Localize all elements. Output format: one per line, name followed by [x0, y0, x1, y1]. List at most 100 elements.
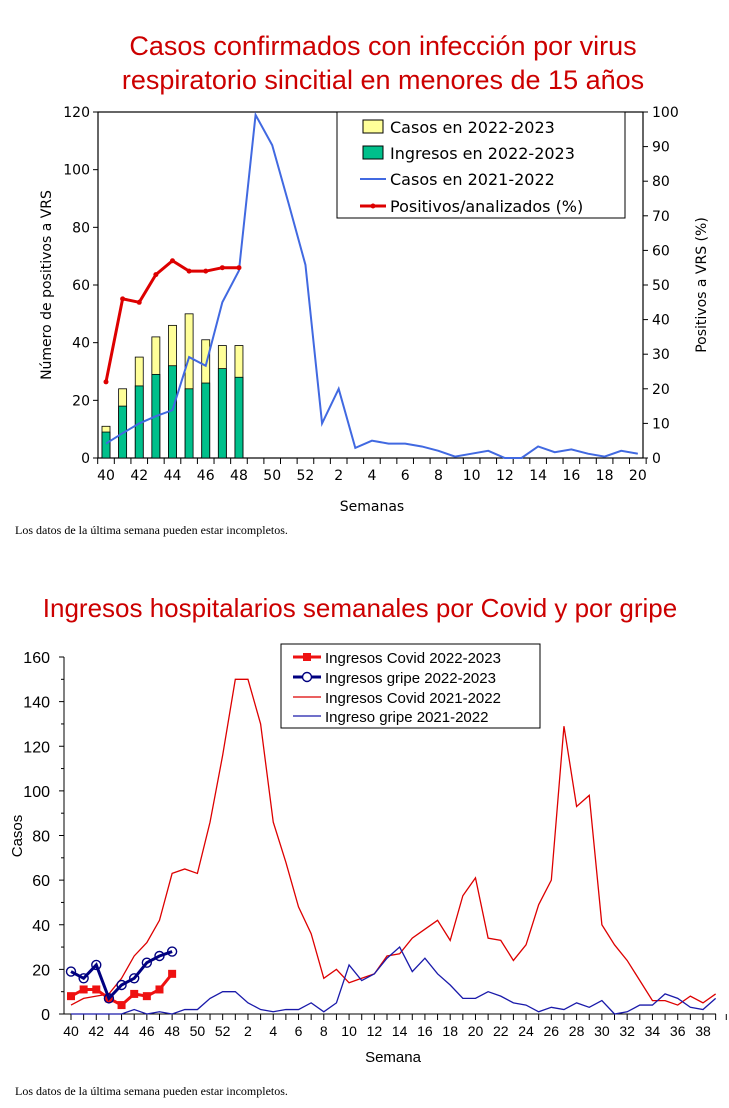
marker-circle	[65, 966, 77, 977]
x-tick-label: 18	[596, 468, 614, 484]
chart2-ylabel: Casos	[9, 815, 26, 858]
chart1: 0 20 40 60 80 100 120 0 10 20 30 40 50 60 70 80 90 100 40 4…	[63, 105, 678, 484]
y-tick-label: 80	[72, 220, 90, 236]
y-tick-label: 0	[81, 451, 90, 467]
x-tick-label: 24	[518, 1023, 534, 1039]
legend-label: Ingresos en 2022-2023	[390, 144, 575, 163]
legend-swatch	[362, 145, 384, 160]
x-tick-label: 18	[442, 1023, 458, 1039]
legend: Casos en 2022-2023 Ingresos en 2022-2023 C…	[336, 111, 626, 219]
marker-square	[67, 992, 75, 1001]
marker-positivos-analizados	[219, 265, 225, 271]
y2-tick-label: 80	[652, 174, 670, 190]
x-tick-label: 12	[367, 1023, 383, 1039]
legend-label: Ingresos gripe 2022-2023	[325, 670, 496, 687]
marker-circle	[141, 957, 153, 968]
marker-positivos-analizados	[136, 299, 142, 305]
y-tick-label: 40	[32, 918, 50, 935]
x-tick-label: 6	[295, 1023, 303, 1039]
legend-label: Ingreso gripe 2021-2022	[325, 709, 488, 726]
legend-label: Ingresos Covid 2022-2023	[325, 650, 501, 667]
y2-tick-label: 60	[652, 243, 670, 259]
y-tick-label: 140	[23, 695, 50, 712]
y-tick-label: 120	[23, 739, 50, 756]
x-tick-label: 50	[190, 1023, 206, 1039]
legend-label: Ingresos Covid 2021-2022	[325, 690, 501, 707]
bar-ingresos-2022-2023	[101, 431, 111, 459]
x-tick-label: 10	[341, 1023, 357, 1039]
y2-tick-label: 30	[652, 347, 670, 363]
x-tick-label: 4	[269, 1023, 277, 1039]
y-tick-label: 80	[32, 829, 50, 846]
x-tick-label: 12	[496, 468, 514, 484]
y-tick-label: 20	[72, 393, 90, 409]
legend: Ingresos Covid 2022-2023 Ingresos gripe 2…	[280, 643, 541, 729]
chart2-title: Ingresos hospitalarios semanales por Cov…	[43, 593, 677, 623]
legend-label: Casos en 2022-2023	[390, 118, 555, 137]
chart1-note: Los datos de la última semana pueden est…	[15, 523, 288, 537]
marker-positivos-analizados	[103, 379, 109, 385]
chart1-xlabel: Semanas	[340, 499, 404, 515]
marker-circle	[103, 993, 115, 1004]
bar-ingresos-2022-2023	[217, 368, 227, 459]
x-tick-label: 2	[334, 468, 343, 484]
marker-circle	[128, 973, 140, 984]
chart1-ylabel: Número de positivos a VRS	[39, 190, 55, 380]
y-tick-label: 60	[32, 873, 50, 890]
y2-tick-label: 50	[652, 278, 670, 294]
x-tick-label: 42	[88, 1023, 104, 1039]
legend-marker	[301, 671, 313, 683]
marker-square	[130, 989, 139, 998]
y-tick-label: 40	[72, 336, 90, 352]
x-tick-label: 46	[197, 468, 215, 484]
legend-label: Positivos/analizados (%)	[390, 197, 583, 216]
y2-tick-label: 20	[652, 382, 670, 398]
y-tick-label: 160	[23, 650, 50, 667]
x-tick-label: 20	[468, 1023, 484, 1039]
y-tick-label: 0	[41, 1007, 50, 1024]
marker-circle	[78, 973, 89, 984]
x-tick-label: 40	[63, 1023, 79, 1039]
marker-square	[92, 985, 101, 994]
marker-square	[142, 992, 151, 1001]
chart2-note: Los datos de la última semana pueden est…	[15, 1084, 288, 1098]
marker-circle	[154, 950, 165, 962]
chart2-xlabel: Semana	[365, 1049, 422, 1066]
x-tick-label: 10	[463, 468, 481, 484]
x-tick-label: 4	[367, 468, 376, 484]
x-tick-label: 14	[392, 1023, 408, 1039]
marker-positivos-analizados	[186, 268, 192, 274]
y2-tick-label: 10	[652, 416, 670, 432]
x-tick-label: 16	[417, 1023, 433, 1039]
bar-ingresos-2022-2023	[201, 382, 211, 459]
y2-tick-label: 70	[652, 209, 670, 225]
legend-box	[280, 643, 541, 729]
marker-circle	[166, 946, 178, 957]
x-tick-label: 40	[97, 468, 115, 484]
x-tick-label: 26	[544, 1023, 560, 1039]
x-tick-label: 38	[695, 1023, 711, 1039]
y-tick-label: 120	[63, 105, 90, 121]
y2-tick-label: 100	[652, 105, 679, 121]
x-tick-label: 14	[529, 468, 547, 484]
x-tick-label: 8	[434, 468, 443, 484]
y-tick-label: 60	[72, 278, 90, 294]
chart1-title-line2: respiratorio sincitial en menores de 15 …	[122, 65, 644, 95]
x-tick-label: 20	[629, 468, 647, 484]
marker-positivos-analizados	[120, 296, 126, 302]
x-tick-label: 44	[114, 1023, 130, 1039]
x-tick-label: 44	[164, 468, 182, 484]
marker-circle	[116, 979, 127, 991]
x-tick-label: 28	[569, 1023, 585, 1039]
marker-positivos-analizados	[236, 265, 242, 271]
x-tick-label: 22	[493, 1023, 509, 1039]
x-tick-label: 30	[594, 1023, 610, 1039]
marker-circle	[91, 959, 102, 971]
marker-square	[79, 985, 88, 994]
x-tick-label: 52	[297, 468, 315, 484]
y-tick-label: 100	[63, 163, 90, 179]
line-casos-2021-2022	[105, 111, 639, 459]
marker-square	[117, 1001, 126, 1010]
